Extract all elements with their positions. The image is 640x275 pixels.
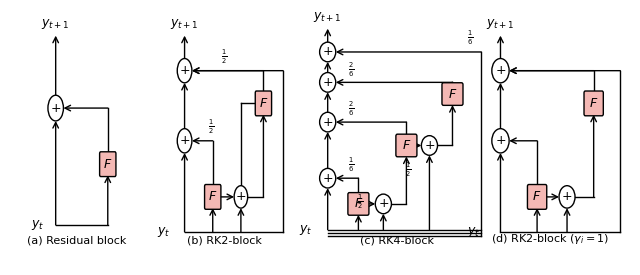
FancyBboxPatch shape	[100, 152, 116, 177]
Text: $F$: $F$	[259, 97, 268, 110]
FancyBboxPatch shape	[205, 185, 221, 209]
Circle shape	[177, 129, 192, 153]
Circle shape	[319, 168, 336, 188]
Text: $y_{t+1}$: $y_{t+1}$	[314, 10, 342, 24]
Text: $y_{t+1}$: $y_{t+1}$	[486, 17, 515, 31]
Text: $F$: $F$	[448, 87, 457, 101]
Circle shape	[319, 73, 336, 92]
FancyBboxPatch shape	[396, 134, 417, 157]
Text: $+$: $+$	[495, 134, 506, 147]
Text: $\frac{1}{2}$: $\frac{1}{2}$	[208, 118, 214, 136]
Text: $+$: $+$	[561, 190, 573, 204]
Text: $y_t$: $y_t$	[157, 225, 170, 239]
FancyBboxPatch shape	[255, 91, 271, 116]
Text: $F$: $F$	[354, 197, 363, 210]
Text: $+$: $+$	[424, 139, 435, 152]
Text: $+$: $+$	[179, 134, 190, 147]
Text: $y_t$: $y_t$	[299, 223, 312, 236]
Circle shape	[319, 112, 336, 132]
FancyBboxPatch shape	[348, 192, 369, 215]
Circle shape	[559, 186, 575, 208]
Text: $+$: $+$	[322, 45, 333, 59]
FancyBboxPatch shape	[442, 83, 463, 105]
Text: $+$: $+$	[322, 76, 333, 89]
FancyBboxPatch shape	[527, 185, 547, 209]
Text: $\frac{1}{2}$: $\frac{1}{2}$	[357, 192, 364, 211]
Circle shape	[319, 42, 336, 62]
Text: $F$: $F$	[532, 190, 541, 204]
Text: $y_{t+1}$: $y_{t+1}$	[170, 17, 199, 31]
Text: $y_t$: $y_t$	[467, 225, 481, 239]
Text: $\frac{1}{6}$: $\frac{1}{6}$	[348, 156, 354, 174]
Circle shape	[177, 59, 192, 83]
Text: $\frac{1}{6}$: $\frac{1}{6}$	[467, 29, 473, 47]
Text: $F$: $F$	[103, 158, 113, 171]
Text: $F$: $F$	[589, 97, 598, 110]
Text: $+$: $+$	[179, 64, 190, 77]
Text: $F$: $F$	[208, 190, 218, 204]
Circle shape	[492, 129, 509, 153]
FancyBboxPatch shape	[584, 91, 604, 116]
Text: $+$: $+$	[322, 116, 333, 129]
Text: $+$: $+$	[322, 172, 333, 185]
Circle shape	[48, 95, 63, 121]
Text: $y_t$: $y_t$	[31, 218, 44, 232]
Text: (c) RK4-block: (c) RK4-block	[360, 236, 434, 246]
Text: $+$: $+$	[495, 64, 506, 77]
Circle shape	[421, 136, 438, 155]
Circle shape	[492, 59, 509, 83]
Text: (b) RK2-block: (b) RK2-block	[187, 236, 261, 246]
Text: (a) Residual block: (a) Residual block	[27, 236, 127, 246]
Circle shape	[234, 186, 248, 208]
Text: $\frac{2}{6}$: $\frac{2}{6}$	[348, 100, 354, 118]
Text: (d) RK2-block ($\gamma_i = 1$): (d) RK2-block ($\gamma_i = 1$)	[492, 232, 609, 246]
Text: $+$: $+$	[378, 197, 389, 210]
Circle shape	[375, 194, 392, 214]
Text: $\frac{1}{2}$: $\frac{1}{2}$	[405, 161, 412, 179]
Text: $\frac{1}{2}$: $\frac{1}{2}$	[221, 48, 227, 66]
Text: $y_{t+1}$: $y_{t+1}$	[42, 17, 70, 31]
Text: $F$: $F$	[402, 139, 411, 152]
Text: $+$: $+$	[236, 190, 246, 204]
Text: $\frac{2}{6}$: $\frac{2}{6}$	[348, 60, 354, 79]
Text: $+$: $+$	[50, 101, 61, 115]
